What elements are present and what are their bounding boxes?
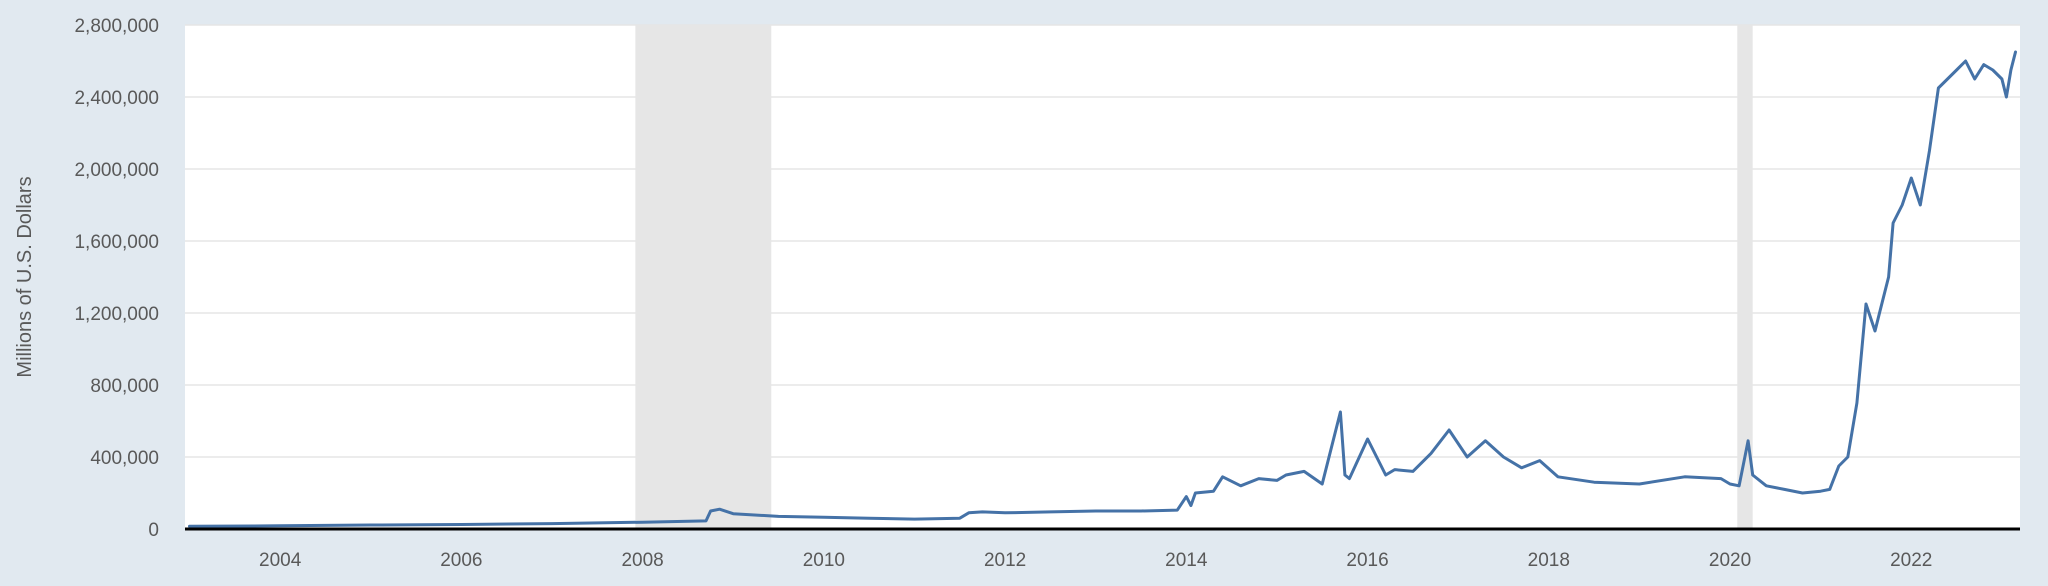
x-tick-label: 2016	[1346, 550, 1388, 571]
y-tick-labels: 0 400,000 800,000 1,200,000 1,600,000 2,000,0…	[74, 16, 159, 541]
recession-band	[1737, 25, 1753, 529]
x-tick-label: 2008	[621, 550, 663, 571]
y-tick-label: 1,200,000	[74, 304, 159, 325]
x-tick-label: 2006	[440, 550, 482, 571]
y-tick-label: 2,000,000	[74, 160, 159, 181]
y-tick-label: 1,600,000	[74, 232, 159, 253]
x-tick-label: 2022	[1890, 550, 1932, 571]
plot-area	[185, 25, 2020, 529]
x-tick-label: 2012	[984, 550, 1026, 571]
x-tick-label: 2014	[1165, 550, 1208, 571]
x-tick-label: 2004	[259, 550, 302, 571]
y-tick-label: 2,800,000	[74, 16, 159, 37]
y-tick-label: 2,400,000	[74, 88, 159, 109]
recession-bands	[635, 25, 1753, 529]
grid-lines	[185, 24, 2020, 458]
y-tick-label: 0	[148, 520, 159, 541]
x-tick-label: 2020	[1709, 550, 1751, 571]
x-tick-labels: 2004 2006 2008 2010 2012 2014 2016 2018 2020 2022	[259, 550, 1932, 571]
series-layer	[188, 50, 2017, 528]
y-tick-label: 400,000	[90, 448, 159, 469]
x-tick-label: 2018	[1528, 550, 1570, 571]
series-line	[188, 50, 2017, 528]
recession-band	[635, 25, 772, 529]
y-tick-label: 800,000	[90, 376, 159, 397]
y-axis-label: Millions of U.S. Dollars	[14, 176, 36, 377]
x-tick-label: 2010	[803, 550, 845, 571]
